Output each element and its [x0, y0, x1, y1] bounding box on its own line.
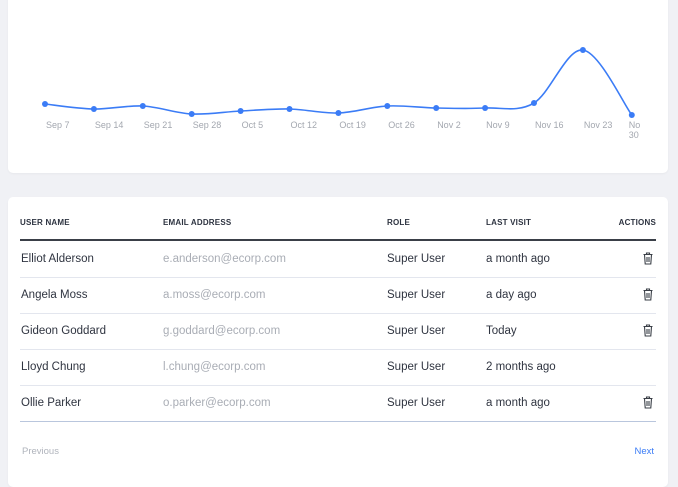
- header-email: EMAIL ADDRESS: [163, 218, 232, 227]
- user-name: Lloyd Chung: [21, 361, 86, 373]
- last-visit: 2 months ago: [486, 361, 556, 373]
- last-visit: a day ago: [486, 289, 537, 301]
- x-tick-label: Sep 28: [193, 120, 222, 130]
- header-user-name: USER NAME: [20, 218, 70, 227]
- data-point[interactable]: [237, 108, 244, 114]
- x-tick-label: Oct 26: [388, 120, 415, 130]
- users-table-card: USER NAME EMAIL ADDRESS ROLE LAST VISIT …: [8, 197, 668, 487]
- table-row: Elliot Alderson e.anderson@ecorp.com Super…: [20, 241, 656, 278]
- user-name: Elliot Alderson: [21, 253, 94, 265]
- next-button[interactable]: Next: [634, 446, 654, 457]
- table-row: Gideon Goddard g.goddard@ecorp.com Super U…: [20, 313, 656, 350]
- role: Super User: [387, 325, 446, 337]
- last-visit: a month ago: [486, 253, 550, 265]
- data-point[interactable]: [42, 101, 48, 107]
- x-tick-label: Nov 23: [584, 120, 613, 130]
- header-actions: ACTIONS: [618, 218, 656, 227]
- table-row: Lloyd Chung l.chung@ecorp.com Super User 2 …: [20, 349, 656, 386]
- x-tick-label: No 30: [629, 120, 641, 140]
- email-address: e.anderson@ecorp.com: [163, 253, 286, 265]
- table-row: Angela Moss a.moss@ecorp.com Super User a d…: [20, 277, 656, 314]
- data-point[interactable]: [139, 103, 146, 109]
- series-line: [44, 49, 633, 116]
- trash-icon[interactable]: [642, 288, 654, 301]
- role: Super User: [387, 397, 446, 409]
- data-point[interactable]: [384, 103, 391, 109]
- trash-icon[interactable]: [642, 396, 654, 409]
- role: Super User: [387, 253, 446, 265]
- line-chart: Sep 7 Sep 14 Sep 21 Sep 28 Oct 5 Oct 12 Oct 19…: [42, 47, 641, 140]
- role: Super User: [387, 289, 446, 301]
- last-visit: a month ago: [486, 397, 550, 409]
- previous-button[interactable]: Previous: [22, 446, 59, 457]
- email-address: g.goddard@ecorp.com: [163, 325, 281, 337]
- role: Super User: [387, 361, 446, 373]
- x-tick-label: Oct 5: [242, 120, 264, 130]
- x-tick-label: Nov 2: [437, 120, 461, 130]
- user-name: Ollie Parker: [21, 397, 82, 409]
- trash-icon[interactable]: [642, 324, 654, 337]
- data-point[interactable]: [628, 112, 635, 118]
- chart-card: Sep 7 Sep 14 Sep 21 Sep 28 Oct 5 Oct 12 Oct 19…: [8, 0, 668, 173]
- user-name: Gideon Goddard: [21, 325, 107, 337]
- data-point[interactable]: [482, 105, 489, 111]
- x-tick-label: Nov 9: [486, 120, 510, 130]
- table-row: Ollie Parker o.parker@ecorp.com Super User…: [20, 385, 656, 422]
- x-tick-label: Oct 12: [291, 120, 318, 130]
- header-role: ROLE: [387, 218, 411, 227]
- last-visit: Today: [486, 325, 517, 337]
- x-tick-label: Oct 19: [339, 120, 366, 130]
- data-point[interactable]: [286, 106, 293, 112]
- email-address: l.chung@ecorp.com: [163, 361, 266, 373]
- x-tick-label: Sep 21: [144, 120, 173, 130]
- email-address: a.moss@ecorp.com: [163, 289, 266, 301]
- header-last-visit: LAST VISIT: [486, 218, 532, 227]
- x-tick-label: Sep 7: [46, 120, 70, 130]
- data-point[interactable]: [90, 106, 97, 112]
- data-point[interactable]: [531, 100, 537, 106]
- trash-icon[interactable]: [642, 252, 654, 265]
- user-name: Angela Moss: [21, 289, 88, 301]
- data-point[interactable]: [335, 110, 342, 116]
- x-tick-label: Sep 14: [95, 120, 124, 130]
- data-point[interactable]: [433, 105, 440, 111]
- data-point[interactable]: [188, 111, 195, 117]
- x-tick-label: Nov 16: [535, 120, 564, 130]
- header-divider: [20, 239, 656, 241]
- email-address: o.parker@ecorp.com: [163, 397, 271, 409]
- data-point[interactable]: [579, 47, 586, 53]
